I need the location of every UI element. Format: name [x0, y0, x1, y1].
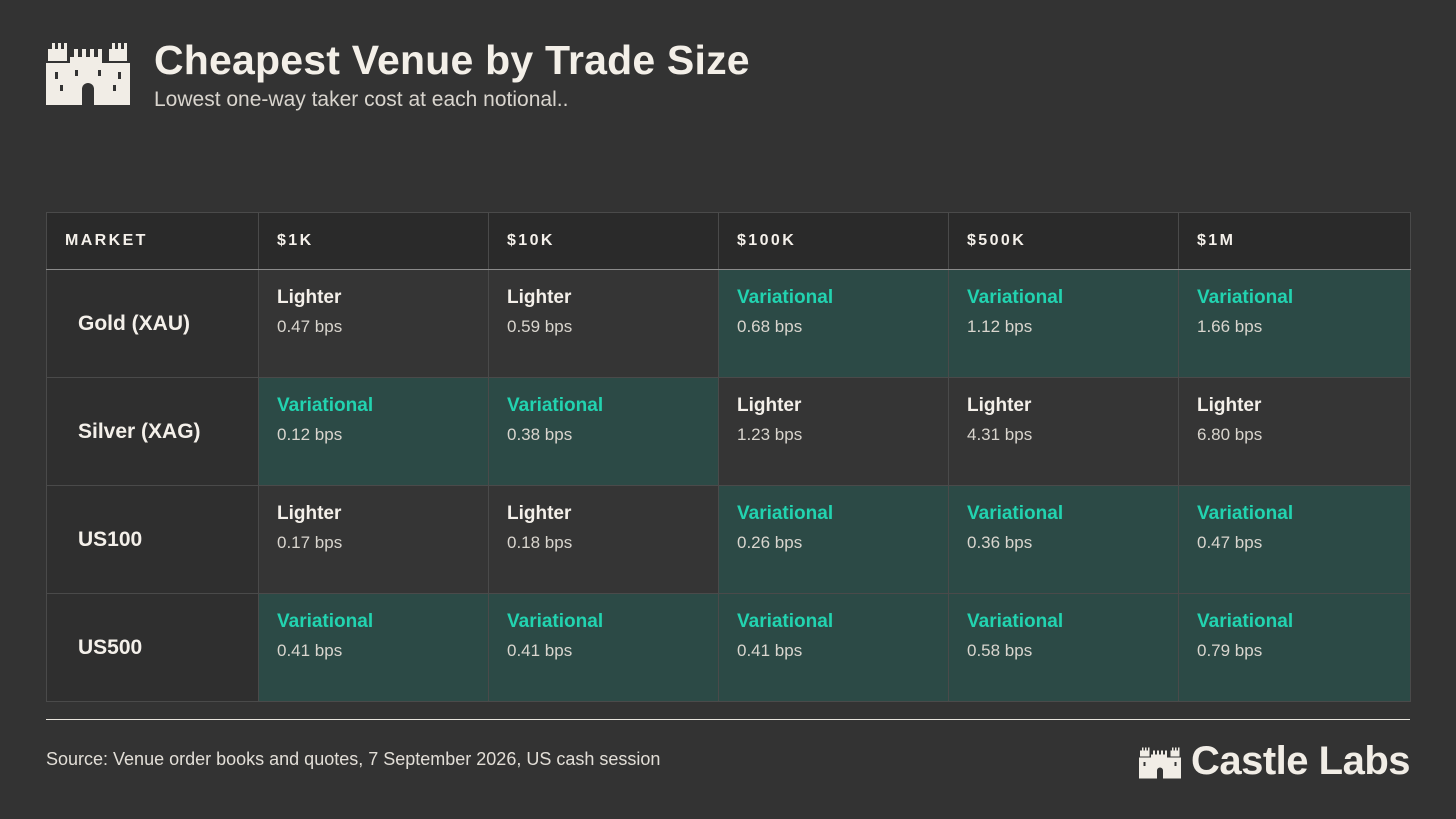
venue-cell: Lighter 0.18 bps [488, 485, 719, 594]
venue-name: Variational [967, 503, 1064, 524]
table-row: Gold (XAU) Lighter 0.47 bps Lighter 0.59 bps… [46, 269, 1411, 378]
venue-cost: 6.80 bps [1197, 425, 1263, 444]
column-header: $500K [948, 212, 1179, 270]
source-note: Source: Venue order books and quotes, 7 … [46, 749, 661, 769]
venue-name: Variational [737, 503, 834, 524]
venue-cell: Variational 1.66 bps [1178, 269, 1411, 378]
column-header: $1M [1178, 212, 1411, 270]
column-header: $10K [488, 212, 719, 270]
table-header-row: MARKET $1K $10K $100K $500K $1M [46, 212, 1411, 270]
venue-cell: Lighter 0.47 bps [258, 269, 489, 378]
venue-cost: 0.79 bps [1197, 641, 1263, 660]
venue-name: Variational [1197, 611, 1294, 632]
column-header: MARKET [46, 212, 259, 270]
venue-name: Variational [737, 611, 834, 632]
venue-name: Lighter [967, 395, 1032, 416]
venue-name: Lighter [1197, 395, 1262, 416]
venue-name: Variational [737, 287, 834, 308]
header: Cheapest Venue by Trade Size Lowest one-… [46, 38, 750, 113]
column-header: $100K [718, 212, 949, 270]
venue-cost: 0.17 bps [277, 533, 343, 552]
venue-name: Lighter [737, 395, 802, 416]
page-title: Cheapest Venue by Trade Size [154, 37, 750, 83]
venue-table: MARKET $1K $10K $100K $500K $1M Gold (XA… [46, 212, 1411, 702]
venue-name: Variational [967, 287, 1064, 308]
venue-name: Variational [277, 395, 374, 416]
venue-cost: 0.12 bps [277, 425, 343, 444]
venue-name: Variational [507, 611, 604, 632]
venue-cell: Variational 1.12 bps [948, 269, 1179, 378]
venue-cost: 0.47 bps [1197, 533, 1263, 552]
venue-cell: Variational 0.58 bps [948, 593, 1179, 702]
venue-cost: 1.12 bps [967, 317, 1033, 336]
venue-name: Variational [1197, 503, 1294, 524]
venue-cell: Variational 0.41 bps [258, 593, 489, 702]
venue-name: Variational [967, 611, 1064, 632]
venue-cost: 4.31 bps [967, 425, 1033, 444]
venue-name: Variational [507, 395, 604, 416]
table-row: Silver (XAG) Variational 0.12 bps Variation… [46, 377, 1411, 486]
venue-cost: 0.41 bps [507, 641, 573, 660]
venue-cost: 0.59 bps [507, 317, 573, 336]
page-subtitle: Lowest one-way taker cost at each notion… [154, 88, 569, 111]
table-row: US500 Variational 0.41 bps Variational 0.41 … [46, 593, 1411, 702]
venue-cost: 0.68 bps [737, 317, 803, 336]
venue-cell: Variational 0.68 bps [718, 269, 949, 378]
venue-cell: Lighter 1.23 bps [718, 377, 949, 486]
venue-cost: 1.66 bps [1197, 317, 1263, 336]
brand-logo: Castle Labs [1138, 739, 1411, 784]
venue-cell: Variational 0.36 bps [948, 485, 1179, 594]
venue-cell: Lighter 0.17 bps [258, 485, 489, 594]
venue-cost: 1.23 bps [737, 425, 803, 444]
venue-cost: 0.41 bps [737, 641, 803, 660]
venue-name: Lighter [277, 287, 342, 308]
venue-cell: Lighter 4.31 bps [948, 377, 1179, 486]
venue-cell: Lighter 6.80 bps [1178, 377, 1411, 486]
table-row: US100 Lighter 0.17 bps Lighter 0.18 bps Varia… [46, 485, 1411, 594]
venue-cost: 0.47 bps [277, 317, 343, 336]
castle-logo-icon [46, 43, 130, 105]
venue-cost: 0.58 bps [967, 641, 1033, 660]
venue-cell: Variational 0.41 bps [718, 593, 949, 702]
venue-name: Lighter [277, 503, 342, 524]
venue-cell: Variational 0.41 bps [488, 593, 719, 702]
market-label: US500 [46, 593, 259, 702]
venue-name: Lighter [507, 503, 572, 524]
brand-name: Castle Labs [1190, 739, 1411, 783]
venue-cell: Variational 0.79 bps [1178, 593, 1411, 702]
venue-cell: Variational 0.38 bps [488, 377, 719, 486]
venue-cost: 0.41 bps [277, 641, 343, 660]
venue-name: Lighter [507, 287, 572, 308]
venue-cell: Variational 0.47 bps [1178, 485, 1411, 594]
venue-cost: 0.26 bps [737, 533, 803, 552]
venue-cell: Variational 0.12 bps [258, 377, 489, 486]
venue-cell: Variational 0.26 bps [718, 485, 949, 594]
market-label: US100 [46, 485, 259, 594]
market-label: Gold (XAU) [46, 269, 259, 378]
venue-name: Variational [1197, 287, 1294, 308]
venue-cost: 0.36 bps [967, 533, 1033, 552]
venue-cost: 0.38 bps [507, 425, 573, 444]
column-header: $1K [258, 212, 489, 270]
venue-cell: Lighter 0.59 bps [488, 269, 719, 378]
venue-cost: 0.18 bps [507, 533, 573, 552]
footer-divider [46, 719, 1410, 720]
market-label: Silver (XAG) [46, 377, 259, 486]
castle-icon [1138, 747, 1181, 778]
venue-name: Variational [277, 611, 374, 632]
